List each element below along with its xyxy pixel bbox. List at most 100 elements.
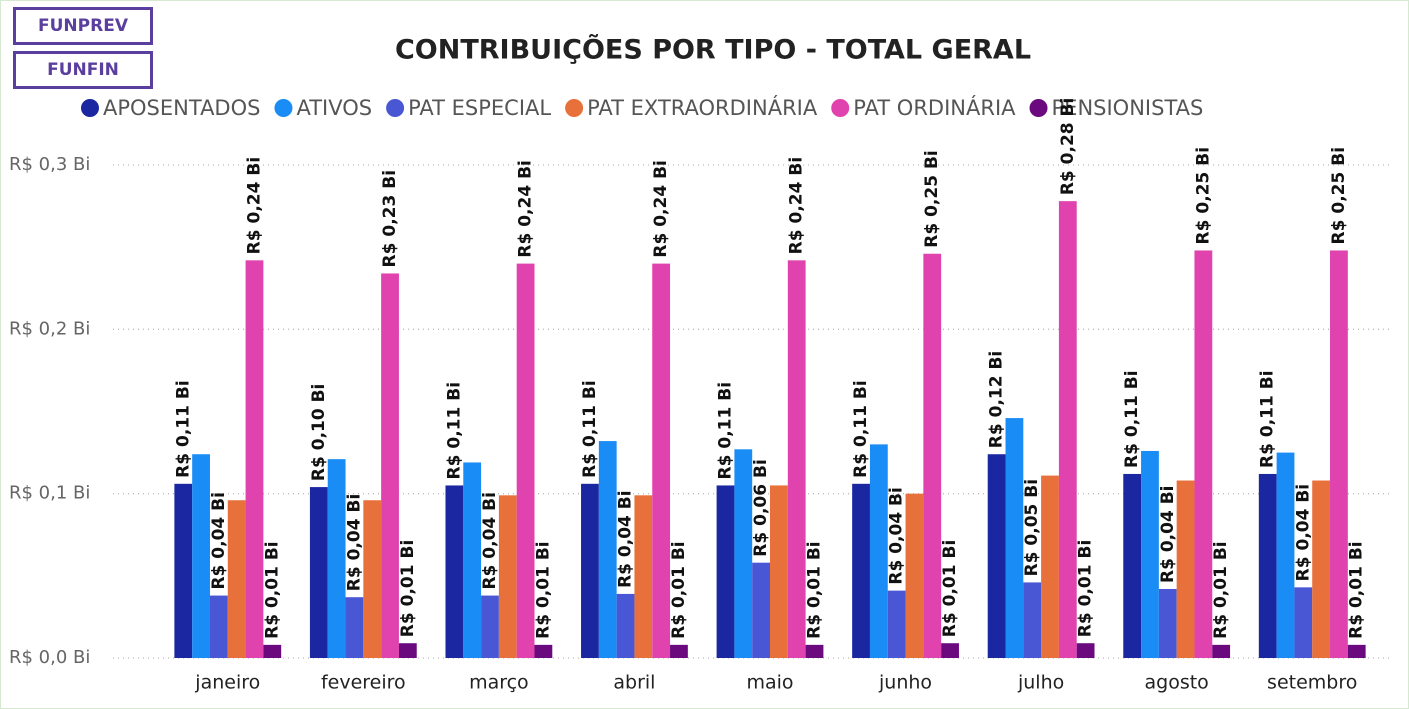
bar	[227, 500, 246, 658]
value-label: R$ 0,01 Bi	[669, 541, 689, 638]
bar	[1005, 418, 1024, 658]
legend-label: PENSIONISTAS	[1052, 96, 1204, 120]
legend-label: APOSENTADOS	[103, 96, 260, 120]
bar	[1141, 450, 1159, 658]
bar	[941, 643, 959, 658]
value-label: R$ 0,11 Bi	[1258, 370, 1278, 467]
bar	[1212, 644, 1231, 658]
bar	[716, 485, 735, 658]
legend-marker	[565, 99, 584, 117]
value-label: R$ 0,25 Bi	[922, 150, 942, 247]
bar	[263, 644, 282, 658]
x-tick-label: setembro	[1267, 672, 1357, 694]
value-label: R$ 0,11 Bi	[851, 380, 871, 477]
bar	[192, 454, 210, 658]
bar	[498, 495, 517, 658]
value-label: R$ 0,25 Bi	[1329, 147, 1349, 244]
value-label: R$ 0,01 Bi	[533, 541, 553, 638]
bar	[481, 595, 499, 658]
bar	[398, 643, 417, 658]
value-label: R$ 0,12 Bi	[987, 351, 1007, 448]
bar	[670, 644, 688, 658]
bar	[634, 495, 653, 658]
bar	[445, 485, 464, 658]
y-tick-label: R$ 0,0 Bi	[9, 647, 90, 668]
bar	[1294, 587, 1313, 658]
bar	[1076, 643, 1095, 658]
value-label: R$ 0,04 Bi	[344, 494, 364, 591]
bar	[852, 483, 870, 658]
x-tick-label: março	[469, 672, 529, 694]
value-label: R$ 0,23 Bi	[380, 170, 400, 267]
bar	[1258, 473, 1277, 658]
bar	[327, 459, 346, 658]
value-label: R$ 0,24 Bi	[516, 160, 536, 257]
funfin-button[interactable]: FUNFIN	[13, 51, 153, 89]
legend-marker	[1029, 99, 1048, 117]
bar	[616, 593, 635, 658]
value-label: R$ 0,10 Bi	[309, 384, 329, 481]
bar	[209, 595, 228, 658]
y-tick-label: R$ 0,2 Bi	[9, 318, 90, 339]
value-label: R$ 0,04 Bi	[616, 490, 636, 587]
bar	[345, 597, 364, 658]
x-tick-label: janeiro	[194, 672, 260, 694]
bar	[1330, 250, 1348, 658]
legend-marker	[274, 99, 293, 117]
legend-label: PAT ESPECIAL	[408, 96, 551, 120]
bar	[905, 493, 924, 658]
bar	[1158, 588, 1177, 658]
bar	[581, 483, 599, 658]
x-tick-label: fevereiro	[321, 672, 406, 694]
value-label: R$ 0,04 Bi	[1158, 485, 1178, 582]
value-label: R$ 0,01 Bi	[398, 540, 418, 637]
bar	[887, 590, 906, 658]
bar	[1347, 644, 1366, 658]
chart-title: CONTRIBUIÇÕES POR TIPO - TOTAL GERAL	[395, 34, 1031, 66]
bar	[516, 263, 535, 658]
value-label: R$ 0,11 Bi	[580, 380, 600, 477]
y-tick-label: R$ 0,3 Bi	[9, 154, 90, 175]
x-tick-label: abril	[613, 672, 655, 694]
bar	[1041, 475, 1059, 658]
legend-label: PAT EXTRAORDINÁRIA	[587, 95, 818, 120]
bar	[1194, 250, 1213, 658]
value-label: R$ 0,04 Bi	[480, 492, 500, 589]
bar	[534, 644, 553, 658]
bar	[1023, 582, 1042, 658]
bar	[1312, 480, 1331, 658]
value-label: R$ 0,11 Bi	[716, 382, 736, 479]
bar	[1058, 201, 1077, 659]
legend-marker	[386, 99, 405, 117]
bar	[245, 260, 264, 658]
bar	[381, 273, 399, 658]
value-label: R$ 0,24 Bi	[787, 157, 807, 254]
value-label: R$ 0,11 Bi	[1122, 370, 1142, 467]
x-tick-label: maio	[746, 672, 793, 694]
value-label: R$ 0,04 Bi	[887, 487, 907, 584]
value-label: R$ 0,04 Bi	[209, 492, 229, 589]
x-tick-label: julho	[1017, 672, 1064, 694]
bar	[734, 449, 753, 658]
value-label: R$ 0,06 Bi	[751, 459, 771, 556]
funprev-button[interactable]: FUNPREV	[13, 7, 153, 45]
y-tick-label: R$ 0,1 Bi	[9, 483, 90, 504]
legend-label: ATIVOS	[296, 96, 372, 120]
bar	[1176, 480, 1195, 658]
bar	[869, 444, 888, 658]
value-label: R$ 0,01 Bi	[1076, 540, 1096, 637]
bar	[923, 253, 942, 659]
bar	[805, 644, 824, 658]
bar	[363, 500, 382, 658]
bar	[652, 263, 671, 658]
value-label: R$ 0,24 Bi	[651, 160, 671, 257]
bar	[770, 485, 788, 658]
bar	[787, 260, 806, 658]
value-label: R$ 0,01 Bi	[262, 541, 282, 638]
bar	[309, 487, 328, 658]
bar	[463, 462, 482, 658]
legend-marker	[81, 99, 99, 117]
value-label: R$ 0,01 Bi	[805, 541, 825, 638]
